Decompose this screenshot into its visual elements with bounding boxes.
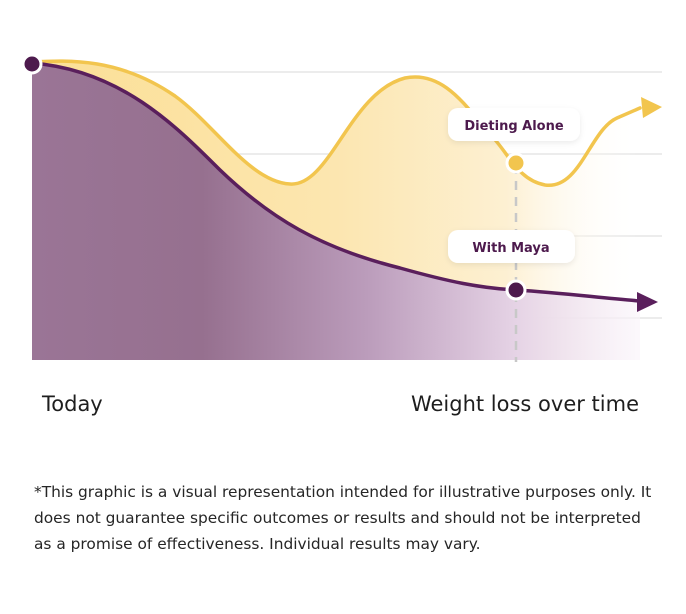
dieting-alone-callout [448, 108, 580, 141]
dieting-alone-label: Dieting Alone [464, 119, 564, 134]
with-maya-callout [448, 230, 575, 263]
dieting-alone-arrowhead [641, 97, 662, 118]
with-maya-line [30, 61, 642, 303]
weight-loss-chart: Dieting Alone With Maya [21, 53, 662, 362]
disclaimer-text: *This graphic is a visual representation… [34, 483, 652, 553]
x-axis-start-label: Today [42, 392, 103, 416]
dieting-alone-point [505, 152, 527, 174]
with-maya-arrowhead [637, 292, 658, 312]
x-axis-end-label: Weight loss over time [410, 392, 639, 416]
start-point [21, 53, 43, 75]
dieting-alone-line [30, 59, 642, 187]
with-maya-point [505, 279, 527, 301]
with-maya-label: With Maya [472, 241, 549, 256]
